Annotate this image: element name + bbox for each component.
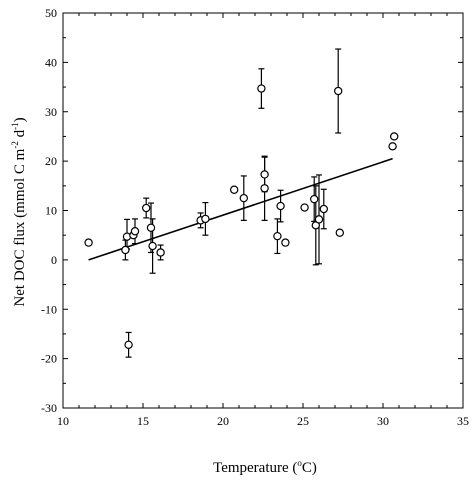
data-point (314, 215, 324, 224)
x-tick-label: 15 (137, 414, 149, 428)
data-point (121, 245, 130, 255)
data-point (146, 223, 156, 232)
y-tick-label: 30 (45, 105, 57, 119)
data-point (257, 84, 266, 93)
data-point (130, 227, 140, 236)
data-point (156, 248, 165, 257)
y-tick-label: 0 (51, 253, 57, 267)
error-bars (122, 48, 342, 358)
data-point (276, 201, 285, 211)
data-point (141, 203, 151, 213)
y-tick-label: -30 (41, 401, 57, 415)
y-axis-label: Net DOC flux (mmol C m-2 d-1) (10, 117, 28, 306)
data-point (201, 214, 210, 224)
y-tick-label: 10 (45, 204, 57, 218)
x-tick-label: 35 (457, 414, 469, 428)
data-point (260, 170, 269, 179)
x-tick-label: 30 (377, 414, 389, 428)
data-points (84, 84, 399, 349)
y-axis-ticks: -30 -20 -10 0 10 20 30 40 50 (41, 6, 463, 415)
data-point (388, 142, 397, 151)
data-point (310, 194, 319, 204)
x-axis-ticks: 10 15 20 25 30 35 (57, 13, 469, 428)
y-tick-label: 20 (45, 154, 57, 168)
x-tick-label: 25 (297, 414, 309, 428)
data-point (148, 241, 157, 251)
y-tick-label: 40 (45, 55, 57, 69)
y-tick-label: -20 (41, 352, 57, 366)
x-tick-label: 10 (57, 414, 69, 428)
y-tick-label: -10 (41, 302, 57, 316)
data-point (319, 204, 328, 214)
data-point (390, 132, 399, 141)
x-axis-label: Temperature (oC) (213, 458, 317, 476)
plot-area (62, 12, 464, 409)
data-point (281, 238, 290, 247)
x-tick-label: 20 (217, 414, 229, 428)
y-tick-label: 50 (45, 6, 57, 20)
data-point (334, 86, 343, 96)
data-point (229, 185, 239, 194)
fit-line (88, 157, 393, 261)
plot-frame (62, 12, 464, 409)
data-point (273, 231, 282, 241)
data-point (335, 228, 344, 237)
data-point (260, 184, 269, 193)
data-point (124, 340, 133, 349)
data-point (239, 193, 248, 203)
data-point (84, 238, 93, 247)
data-point (300, 203, 309, 212)
fit-line-group (88, 157, 393, 261)
